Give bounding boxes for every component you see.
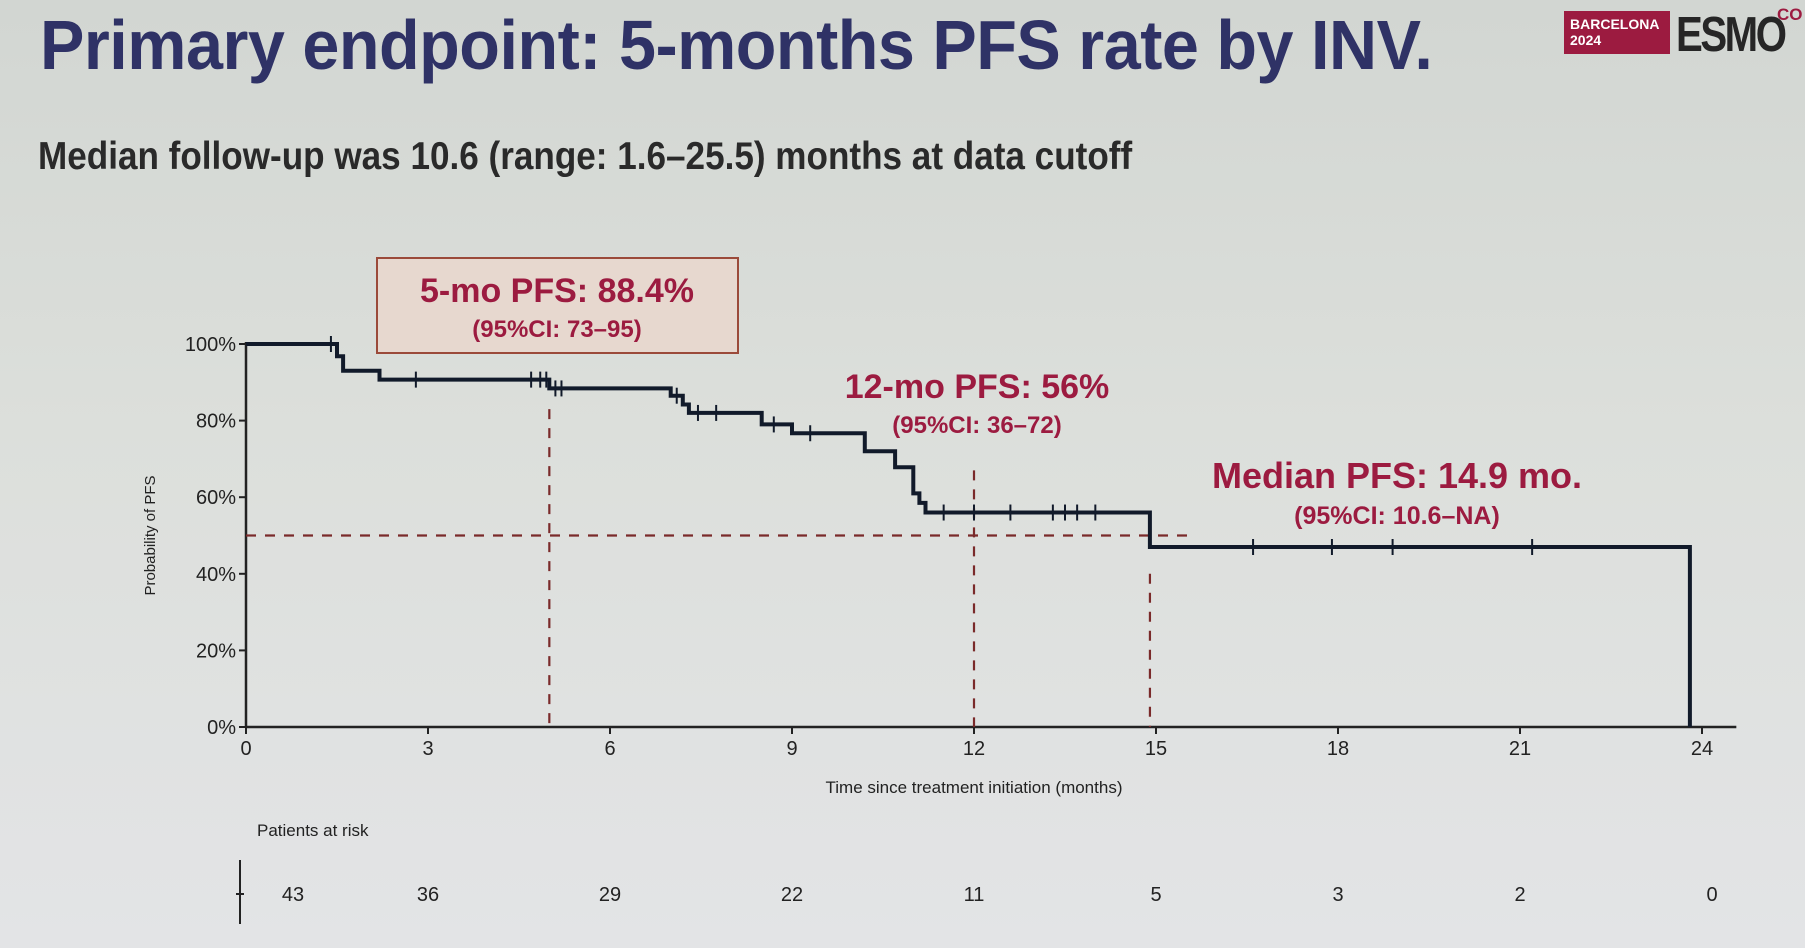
annotation-median-ci: (95%CI: 10.6–NA): [1294, 502, 1500, 530]
annotation-box-5mo: [376, 257, 739, 354]
x-tick-label: 3: [422, 738, 433, 760]
y-tick-label: 40%: [196, 564, 236, 586]
pfs-curve-line: [246, 342, 1692, 727]
annotation-5mo-title: 5-mo PFS: 88.4%: [420, 272, 694, 310]
x-tick-label: 21: [1509, 738, 1531, 760]
x-tick-label: 15: [1145, 738, 1167, 760]
x-tick-label: 0: [240, 738, 251, 760]
y-tick-label: 60%: [196, 487, 236, 509]
risk-count: 11: [964, 884, 985, 906]
slide-subtitle: Median follow-up was 10.6 (range: 1.6–25…: [38, 135, 1133, 178]
risk-count: 3: [1332, 884, 1343, 906]
y-axis-title: Probability of PFS: [142, 475, 159, 595]
risk-count: 43: [282, 884, 304, 906]
risk-count: 29: [599, 884, 621, 906]
y-tick-label: 0%: [207, 717, 236, 739]
logo-city: BARCELONA: [1570, 16, 1660, 32]
annotation-12mo-title: 12-mo PFS: 56%: [845, 368, 1110, 406]
x-tick-label: 18: [1327, 738, 1349, 760]
x-axis-title: Time since treatment initiation (months): [826, 778, 1123, 797]
logo-badge: BARCELONA 2024: [1564, 11, 1670, 54]
y-tick-label: 100%: [185, 334, 236, 356]
esmo-congress-logo: BARCELONA 2024 ESMO CO: [1564, 5, 1805, 62]
risk-count: 22: [781, 884, 803, 906]
logo-brand: ESMO: [1676, 8, 1787, 62]
y-tick-label: 80%: [196, 411, 236, 433]
risk-table-label: Patients at risk: [257, 821, 369, 840]
x-tick-label: 24: [1691, 738, 1713, 760]
slide-title: Primary endpoint: 5-months PFS rate by I…: [40, 6, 1433, 84]
risk-count: 5: [1150, 884, 1161, 906]
risk-count: 2: [1514, 884, 1525, 906]
annotation-5mo-ci: (95%CI: 73–95): [472, 316, 641, 343]
logo-suffix: CO: [1777, 5, 1803, 24]
annotation-12mo-ci: (95%CI: 36–72): [892, 412, 1061, 439]
risk-count: 0: [1706, 884, 1717, 906]
annotation-median-title: Median PFS: 14.9 mo.: [1212, 455, 1582, 496]
risk-count: 36: [417, 884, 439, 906]
x-tick-label: 9: [786, 738, 797, 760]
x-tick-label: 12: [963, 738, 985, 760]
x-tick-label: 6: [604, 738, 615, 760]
logo-year: 2024: [1570, 32, 1602, 48]
y-tick-label: 20%: [196, 640, 236, 662]
